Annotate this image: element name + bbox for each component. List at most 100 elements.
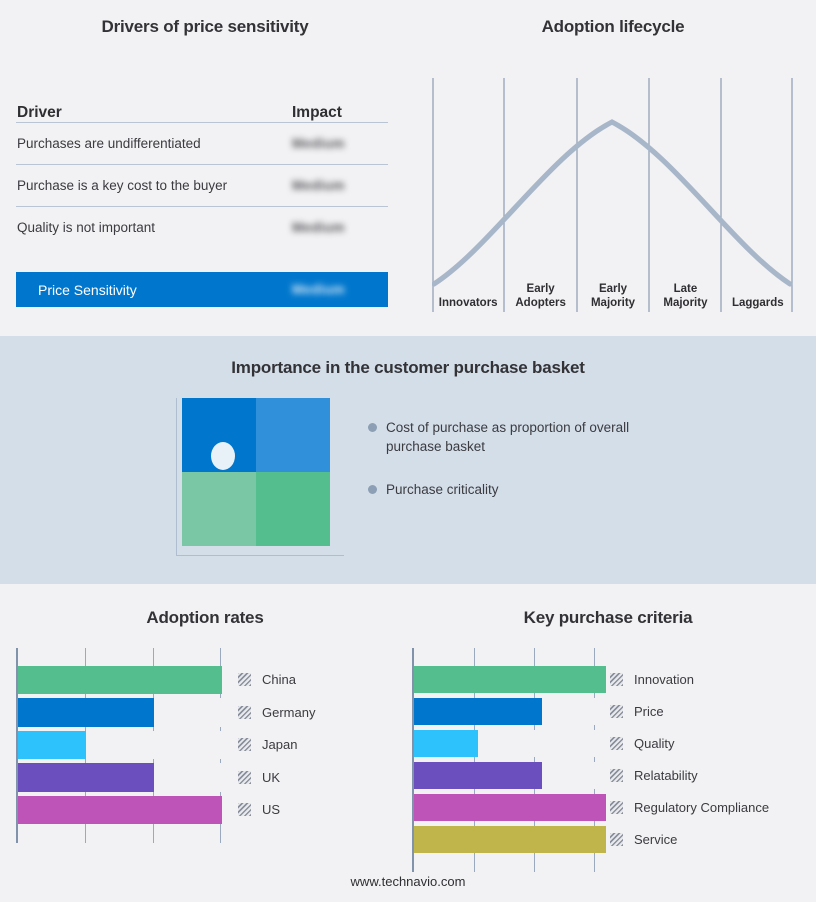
- stage-line-1: Late: [673, 283, 698, 295]
- bar-service: [414, 825, 606, 854]
- hatched-square-icon: [610, 768, 623, 782]
- legend-item-quality: Quality: [610, 736, 674, 751]
- matrix-position-marker: [211, 442, 235, 470]
- legend-label: China: [262, 672, 296, 687]
- stage-line-1: Early: [526, 283, 555, 295]
- table-row: Purchase is a key cost to the buyer Medi…: [16, 165, 388, 207]
- legend-item-cost-of-purchase: Cost of purchase as proportion of overal…: [368, 418, 668, 456]
- lifecycle-stage-early-majority: Early Majority: [577, 278, 649, 312]
- legend-label: Regulatory Compliance: [634, 799, 770, 815]
- purchase-basket-matrix: [182, 398, 330, 546]
- lifecycle-gridlines: [432, 78, 793, 312]
- impact-value: Medium: [292, 178, 345, 193]
- legend-label: Germany: [262, 704, 316, 720]
- key-purchase-criteria-title: Key purchase criteria: [523, 608, 693, 627]
- stage-line-1: Early: [598, 283, 628, 295]
- legend-label: Quality: [634, 735, 675, 751]
- table-header-row: Driver Impact: [16, 92, 388, 123]
- bell-curve-svg: [432, 78, 793, 312]
- stage-line-2: Innovators: [438, 297, 498, 309]
- legend-label: UK: [262, 769, 281, 785]
- purchase-basket-legend: Cost of purchase as proportion of overal…: [368, 418, 668, 523]
- value-axis: [412, 648, 414, 872]
- driver-label: Quality is not important: [17, 220, 156, 235]
- column-header-impact: Impact: [292, 104, 342, 121]
- bar-japan: [18, 730, 86, 760]
- key-purchase-criteria-panel: Key purchase criteria Innovation Price Qua…: [400, 584, 816, 902]
- adoption-rates-legend: China Germany Japan UK US: [238, 648, 398, 843]
- matrix-cell-top-right: [256, 398, 330, 472]
- impact-value: Medium: [292, 220, 345, 235]
- bar-price: [414, 697, 542, 726]
- hatched-square-icon: [610, 832, 623, 846]
- lifecycle-stage-laggards: Laggards: [722, 278, 794, 312]
- legend-label: Innovation: [634, 671, 694, 687]
- legend-item-service: Service: [610, 832, 677, 847]
- bar-quality: [414, 729, 478, 758]
- gridline-2: [534, 648, 535, 872]
- hatched-square-icon: [238, 738, 251, 751]
- legend-item-regulatory-compliance: Regulatory Compliance: [610, 800, 769, 815]
- adoption-lifecycle-title: Adoption lifecycle: [541, 17, 685, 36]
- stage-line-2: Majority: [590, 297, 636, 309]
- lifecycle-stage-innovators: Innovators: [432, 278, 504, 312]
- lifecycle-stage-late-majority: Late Majority: [649, 278, 721, 312]
- matrix-cell-bottom-right: [256, 472, 330, 546]
- column-header-driver: Driver: [17, 104, 62, 121]
- legend-label: Japan: [262, 737, 298, 752]
- driver-label: Purchases are undifferentiated: [17, 136, 201, 151]
- bar-uk: [18, 763, 154, 792]
- legend-label: Price: [634, 703, 664, 719]
- purchase-basket-panel: Importance in the customer purchase bask…: [0, 336, 816, 584]
- stage-line-2: Majority: [663, 297, 708, 309]
- hatched-square-icon: [238, 705, 251, 719]
- gridline-1: [474, 648, 475, 872]
- legend-item-china: China: [238, 672, 296, 687]
- key-purchase-criteria-chart: [412, 648, 606, 872]
- adoption-rates-panel: Adoption rates China Germany Japan UK US: [0, 584, 410, 902]
- bar-us: [18, 795, 222, 825]
- basket-horizontal-axis: [176, 555, 344, 556]
- lifecycle-stage-labels: Innovators Early Adopters Early Majority…: [432, 278, 794, 312]
- adoption-bell-curve: [432, 119, 793, 287]
- legend-item-relatability: Relatability: [610, 768, 698, 783]
- bar-relatability: [414, 761, 542, 790]
- legend-label: Purchase criticality: [386, 482, 499, 497]
- adoption-lifecycle-panel: Adoption lifecycle Innovators: [410, 0, 816, 336]
- legend-label: Service: [634, 831, 678, 847]
- legend-item-germany: Germany: [238, 705, 315, 720]
- adoption-rates-title: Adoption rates: [146, 608, 264, 627]
- bar-china: [18, 665, 222, 695]
- adoption-lifecycle-chart: [432, 78, 794, 312]
- key-purchase-criteria-legend: Innovation Price Quality Relatability Regula…: [610, 648, 810, 872]
- hatched-square-icon: [238, 673, 251, 686]
- legend-item-price: Price: [610, 704, 664, 719]
- drivers-panel-title: Drivers of price sensitivity: [101, 17, 309, 36]
- footer-url: www.technavio.com: [350, 874, 466, 889]
- drivers-panel: Drivers of price sensitivity Driver Impa…: [0, 0, 410, 336]
- hatched-square-icon: [610, 672, 623, 686]
- impact-value: Medium: [292, 136, 345, 151]
- legend-item-innovation: Innovation: [610, 672, 694, 687]
- purchase-basket-title: Importance in the customer purchase bask…: [231, 358, 585, 377]
- table-row: Quality is not important Medium: [16, 207, 388, 248]
- basket-vertical-axis: [176, 398, 177, 556]
- bullet-dot-icon: [368, 423, 377, 432]
- legend-item-japan: Japan: [238, 737, 297, 752]
- price-sensitivity-summary-row: Price Sensitivity Medium: [16, 272, 388, 307]
- legend-item-purchase-criticality: Purchase criticality: [368, 480, 668, 499]
- hatched-square-icon: [238, 770, 251, 784]
- bar-regulatory-compliance: [414, 793, 606, 822]
- legend-label: Cost of purchase as proportion of overal…: [386, 420, 630, 454]
- bar-germany: [18, 698, 154, 727]
- value-axis: [16, 648, 18, 843]
- hatched-square-icon: [610, 800, 623, 814]
- matrix-cell-bottom-left: [182, 472, 256, 546]
- hatched-square-icon: [610, 736, 623, 750]
- hatched-square-icon: [610, 704, 623, 718]
- adoption-rates-chart: [16, 648, 222, 843]
- driver-label: Purchase is a key cost to the buyer: [17, 178, 228, 193]
- gridline-3: [594, 648, 595, 872]
- bullet-dot-icon: [368, 485, 377, 494]
